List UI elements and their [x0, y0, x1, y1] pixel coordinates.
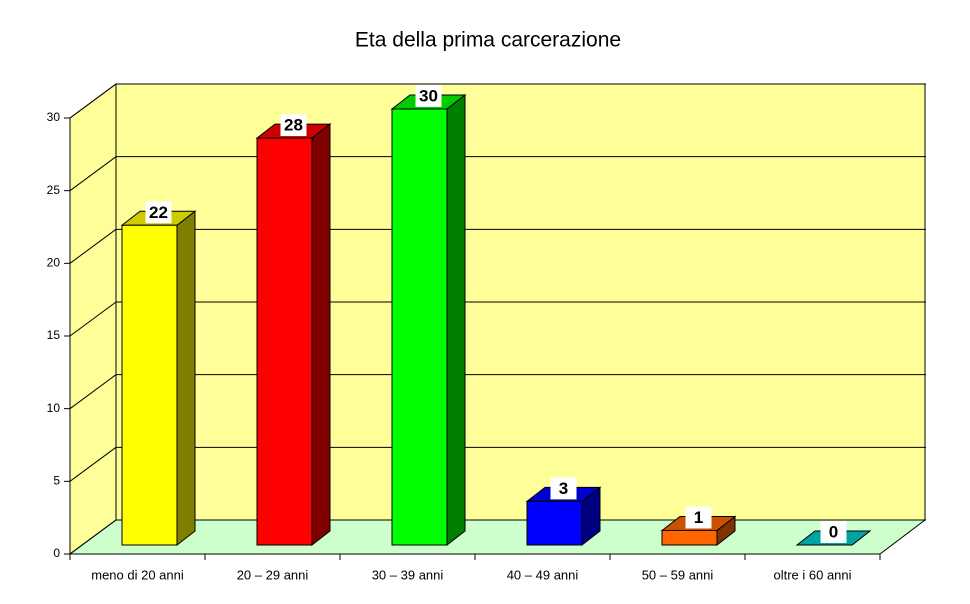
- value-label: 22: [149, 203, 168, 222]
- bar-side: [176, 210, 196, 547]
- bar: [256, 137, 313, 546]
- value-label: 3: [559, 479, 568, 498]
- x-tick-label: 20 – 29 anni: [237, 567, 309, 582]
- y-tick-label: 30: [47, 110, 61, 124]
- grid-line: [69, 446, 117, 482]
- value-label: 1: [694, 508, 703, 527]
- y-tick-label: 5: [53, 474, 60, 488]
- value-label-bg: [685, 506, 712, 529]
- x-tick-label: 50 – 59 anni: [642, 567, 714, 582]
- y-tick-label: 15: [47, 328, 61, 342]
- value-label: 28: [284, 116, 303, 135]
- y-tick-label: 25: [47, 183, 61, 197]
- floor: [68, 519, 927, 555]
- x-tick-label: 30 – 39 anni: [372, 567, 444, 582]
- x-tick-label: meno di 20 anni: [91, 567, 184, 582]
- grid-line: [69, 83, 117, 119]
- value-label: 0: [829, 522, 838, 541]
- grid-line: [69, 301, 117, 337]
- bar-side: [311, 123, 331, 547]
- y-tick-label: 20: [47, 256, 61, 270]
- bar: [661, 529, 718, 546]
- value-label-bg: [550, 477, 577, 500]
- bar: [526, 500, 583, 546]
- grid-line: [69, 519, 117, 555]
- x-tick-label: 40 – 49 anni: [507, 567, 579, 582]
- grid-line: [69, 228, 117, 264]
- grid-line: [69, 374, 117, 410]
- grid-line: [69, 156, 117, 192]
- bar-side: [446, 93, 466, 547]
- y-tick-label: 10: [47, 401, 61, 415]
- x-tick-label: oltre i 60 anni: [773, 567, 851, 582]
- bar: [391, 108, 448, 546]
- value-label-bg: [145, 201, 172, 224]
- value-label: 30: [419, 86, 438, 105]
- y-tick-label: 0: [53, 546, 60, 560]
- value-label-bg: [415, 85, 442, 107]
- chart-title: Eta della prima carcerazione: [355, 29, 621, 52]
- bar: [121, 224, 178, 546]
- value-label-bg: [280, 114, 307, 137]
- value-label-bg: [820, 521, 847, 543]
